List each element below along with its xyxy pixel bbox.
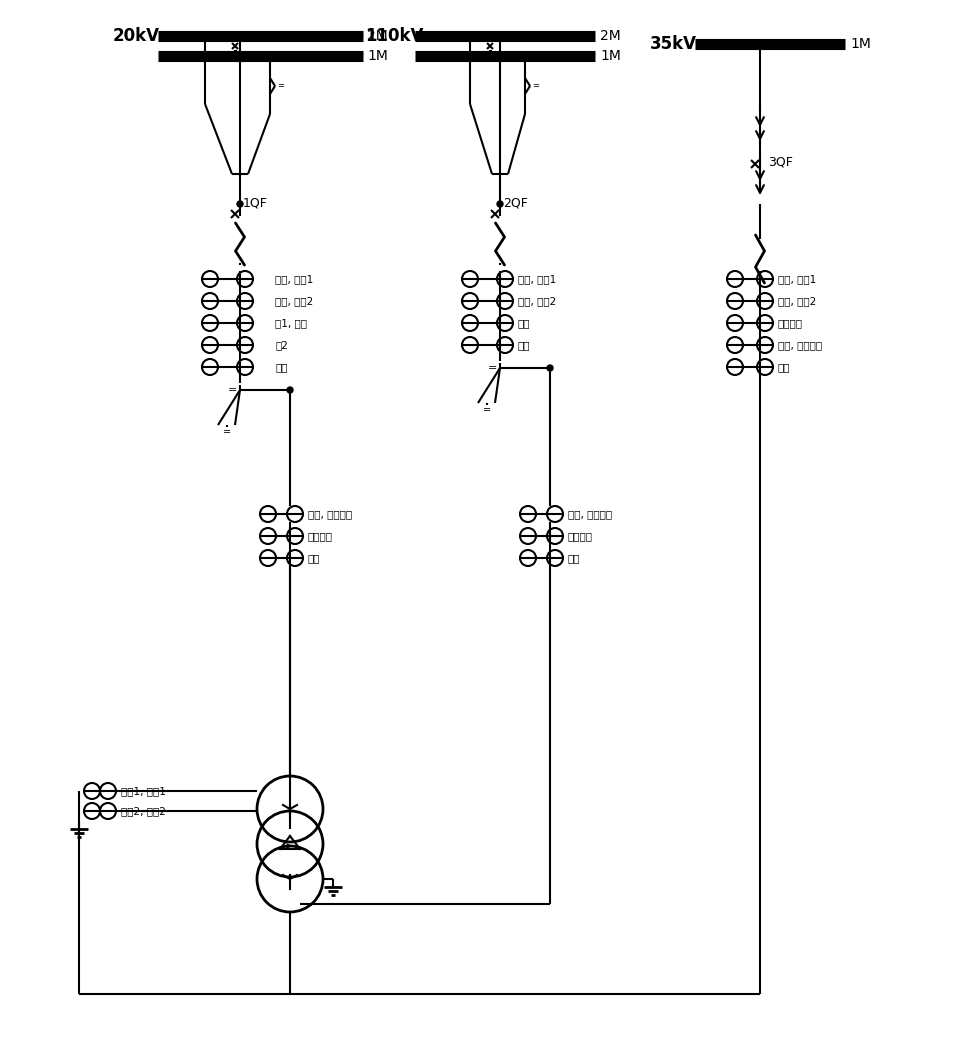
Text: =: =	[488, 363, 497, 373]
Text: 保差, 后备1: 保差, 后备1	[778, 275, 816, 284]
Text: 故障录波: 故障录波	[778, 318, 803, 328]
Text: 2M: 2M	[600, 29, 621, 43]
Circle shape	[287, 387, 293, 393]
Text: 2M: 2M	[368, 29, 388, 43]
Text: 保差: 保差	[518, 318, 531, 328]
Text: 2QF: 2QF	[503, 197, 528, 210]
Text: 测量, 无功监测: 测量, 无功监测	[568, 509, 612, 519]
Text: 保差, 后备2: 保差, 后备2	[518, 296, 556, 306]
Text: 计量: 计量	[518, 340, 531, 350]
Text: =: =	[228, 385, 237, 395]
Circle shape	[497, 201, 503, 207]
Text: 3QF: 3QF	[768, 155, 793, 168]
Text: 备用: 备用	[568, 553, 581, 563]
Text: 1M: 1M	[850, 37, 871, 51]
Text: =: =	[483, 405, 492, 415]
Text: 1M: 1M	[368, 49, 389, 63]
Text: 测量, 无功监测: 测量, 无功监测	[778, 340, 822, 350]
Text: 差动1, 差动1: 差动1, 差动1	[121, 786, 166, 796]
Text: =: =	[277, 82, 284, 90]
Text: 故障录波: 故障录波	[568, 531, 593, 541]
Text: 保差, 后备2: 保差, 后备2	[778, 296, 816, 306]
Text: 保差, 后备1: 保差, 后备1	[275, 275, 313, 284]
Text: 备用: 备用	[308, 553, 321, 563]
Text: 保差, 后备1: 保差, 后备1	[518, 275, 556, 284]
Text: 差2: 差2	[275, 340, 288, 350]
Circle shape	[547, 365, 553, 371]
Text: 计量: 计量	[778, 362, 790, 372]
Text: 差1, 失灵: 差1, 失灵	[275, 318, 307, 328]
Text: 20kV: 20kV	[112, 27, 159, 45]
Text: 差动2, 差动2: 差动2, 差动2	[121, 807, 166, 816]
Circle shape	[237, 201, 243, 207]
Text: 测量, 无功监测: 测量, 无功监测	[308, 509, 352, 519]
Text: 计量: 计量	[275, 362, 287, 372]
Text: 故障录波: 故障录波	[308, 531, 333, 541]
Text: 1M: 1M	[600, 49, 621, 63]
Text: 35kV: 35kV	[650, 35, 697, 53]
Text: 110kV: 110kV	[365, 27, 423, 45]
Text: 1QF: 1QF	[243, 197, 268, 210]
Text: =: =	[532, 82, 539, 90]
Text: 保差, 后备2: 保差, 后备2	[275, 296, 313, 306]
Text: =: =	[223, 427, 231, 437]
